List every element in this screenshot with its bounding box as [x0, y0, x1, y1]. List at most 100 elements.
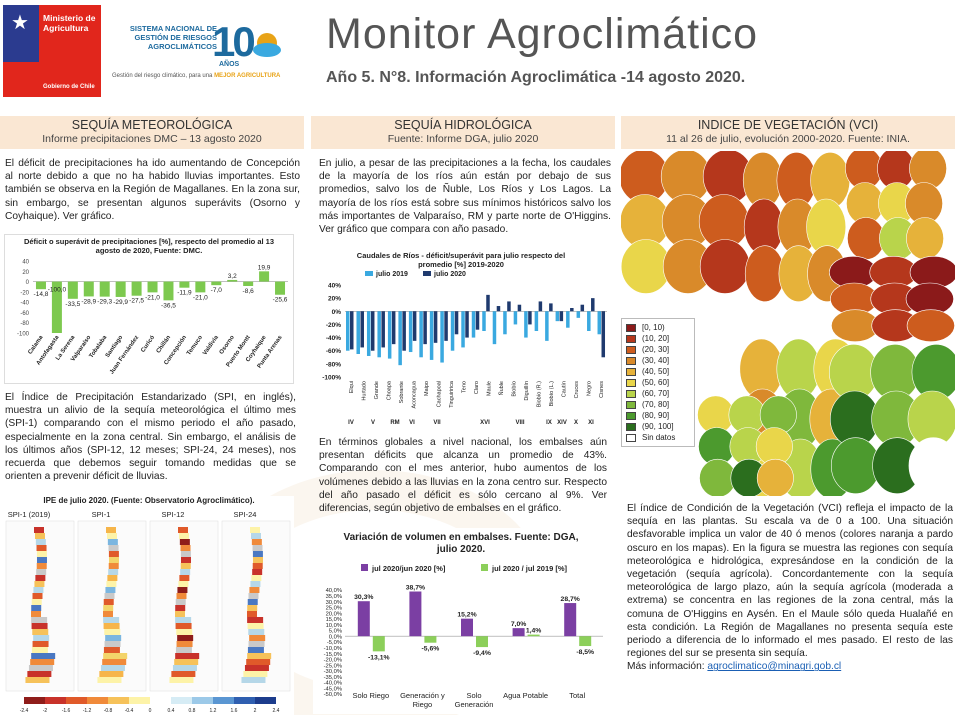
- map-cell: [179, 539, 190, 545]
- bar: [461, 618, 473, 637]
- map-cell: [100, 665, 125, 671]
- scale-tick: 0.4: [168, 708, 175, 713]
- map-cell: [250, 581, 261, 587]
- paragraph: En términos globales a nivel nacional, l…: [319, 437, 607, 515]
- map-label: SPI-12: [162, 510, 185, 519]
- map-cell: [248, 629, 265, 635]
- map-cell: [36, 557, 47, 563]
- map-cell: [176, 629, 193, 635]
- anniversary-number: 10: [212, 18, 256, 65]
- legend-item: Sin datos: [626, 432, 690, 443]
- scale-swatch: [192, 697, 213, 704]
- column-sequia-hidrologica: SEQUÍA HIDROLÓGICA Fuente: Informe DGA, …: [311, 116, 615, 715]
- y-tick: -10,0%: [324, 646, 342, 652]
- map-cell: [34, 581, 45, 587]
- map-cell: [247, 647, 264, 653]
- region-label: VII: [433, 420, 441, 426]
- bar: [538, 301, 543, 312]
- legend-item: (60, 70]: [626, 388, 690, 399]
- map-cell: [31, 653, 56, 659]
- embalses-chart: Variación de volumen en embalses. Fuente…: [313, 528, 609, 714]
- bar: [496, 306, 501, 312]
- legend-swatch: [626, 422, 636, 431]
- vci-region: [847, 217, 885, 260]
- map-cell: [107, 575, 118, 581]
- map-cell: [103, 599, 114, 605]
- region-label: RM: [390, 420, 399, 426]
- anniversary-label: AÑOS: [219, 61, 240, 68]
- bar: [346, 311, 350, 351]
- bar: [549, 303, 553, 312]
- legend-swatch: [626, 323, 636, 332]
- x-tick: Teno: [462, 381, 468, 393]
- bar: [461, 311, 465, 348]
- map-cell: [176, 641, 193, 647]
- map-cell: [106, 581, 117, 587]
- map-cell: [247, 653, 272, 659]
- data-label: 28,7%: [561, 596, 580, 603]
- bar: [412, 311, 417, 341]
- map-cell: [31, 617, 48, 623]
- legend-swatch: [626, 356, 636, 365]
- region-label: VIII: [515, 420, 524, 426]
- sun-cloud-icon: [253, 33, 281, 57]
- caudales-svg: julio 2019 julio 2020 40% 20% 0% -20% -40% -60%…: [322, 271, 607, 426]
- bar: [51, 281, 62, 333]
- bar: [381, 311, 385, 348]
- x-tick: Juan Fernández: [109, 335, 140, 376]
- map-cell: [103, 653, 128, 659]
- legend-label: [0, 10): [642, 323, 665, 332]
- paragraph: En julio, a pesar de las precipitaciones…: [319, 158, 611, 236]
- map-cell: [171, 671, 196, 677]
- section-source: Fuente: Informe DGA, julio 2020: [387, 133, 539, 145]
- map-cell: [175, 611, 186, 617]
- data-label: -13,1%: [368, 654, 390, 661]
- data-label: -100,0: [48, 287, 67, 294]
- bar: [408, 311, 413, 353]
- map-cell: [252, 557, 263, 563]
- legend-label: (90, 100]: [642, 422, 674, 431]
- bar: [99, 281, 110, 297]
- scale-tick: -1.6: [62, 708, 71, 713]
- map-cell: [247, 623, 264, 629]
- email-link[interactable]: agroclimatico@minagri.gob.cl: [707, 661, 842, 673]
- data-label: -11,9: [177, 290, 192, 297]
- x-tick: Cisnes: [599, 381, 605, 398]
- map-cell: [248, 593, 259, 599]
- scale-swatch: [213, 697, 234, 704]
- legend-label: (30, 40]: [642, 356, 670, 365]
- bar: [601, 311, 606, 358]
- legend-label: (80, 90]: [642, 411, 670, 420]
- scale-tick: -2.4: [20, 708, 29, 713]
- ipe-maps-panel: IPE de julio 2020. (Fuente: Observatorio…: [4, 496, 294, 715]
- bar: [482, 311, 486, 331]
- vci-region: [908, 437, 955, 494]
- x-tick: Elqui: [349, 381, 355, 393]
- map-cell: [35, 575, 46, 581]
- y-tick: 0%: [332, 309, 342, 316]
- map-cell: [106, 533, 117, 539]
- legend-label: jul 2020 / jul 2019 [%]: [491, 564, 568, 573]
- map-cell: [247, 599, 258, 605]
- bar: [486, 294, 490, 312]
- y-tick: -40%: [326, 335, 341, 342]
- y-tick: -15,0%: [324, 652, 342, 658]
- bar: [440, 311, 444, 363]
- bar: [387, 311, 392, 359]
- section-title: SEQUÍA METEOROLÓGICA: [71, 118, 233, 132]
- legend-label: (60, 70]: [642, 389, 670, 398]
- x-tick: Cachapoal: [437, 381, 443, 407]
- section-header: SEQUÍA METEOROLÓGICA Informe precipitaci…: [0, 116, 304, 149]
- x-tick: Grande: [374, 381, 380, 399]
- map-cell: [175, 653, 200, 659]
- map-cell: [180, 557, 191, 563]
- legend-swatch: [626, 400, 636, 409]
- section-source: Informe precipitaciones DMC – 13 agosto …: [42, 133, 262, 145]
- scale-tick: 0: [149, 708, 152, 713]
- map-cell: [31, 599, 42, 605]
- map-cell: [178, 581, 189, 587]
- bar: [475, 311, 480, 330]
- chart-title: Variación de volumen en embalses. Fuente…: [343, 532, 579, 555]
- scale-tick: -0.8: [104, 708, 113, 713]
- region-label: XI: [588, 420, 594, 426]
